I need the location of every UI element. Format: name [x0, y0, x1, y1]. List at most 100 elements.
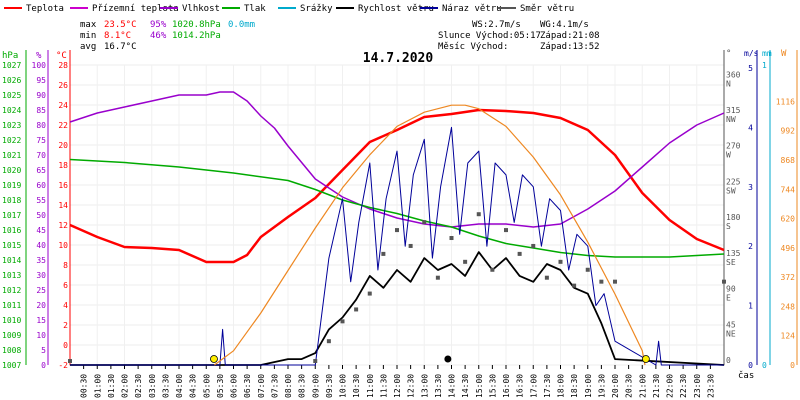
x-tick-label: 21:00: [638, 374, 647, 398]
x-tick-label: 02:00: [121, 374, 130, 398]
wind-direction-point: [544, 275, 549, 280]
tick-label-pct: 35: [36, 256, 46, 265]
x-tick-label: 18:00: [557, 374, 566, 398]
moonset-marker: [444, 355, 452, 363]
x-tick-label: 03:00: [148, 374, 157, 398]
x-tick-label: 13:00: [420, 374, 429, 398]
wind-direction-point: [490, 267, 495, 272]
wind-direction-point: [435, 275, 440, 280]
series-rychlost-vetru: [70, 251, 725, 366]
tick-label-ms: 0: [748, 361, 753, 370]
stat-moon-set: Západ:13:52: [540, 42, 600, 52]
wind-direction-point: [395, 228, 399, 233]
wind-direction-point: [572, 283, 577, 288]
tick-label-dir-deg: 90: [726, 285, 736, 294]
tick-label-temp: 24: [58, 101, 68, 110]
tick-label-dir: SE: [726, 258, 736, 267]
stat-max-temp: 23.5°C: [104, 20, 137, 30]
tick-label-dir-deg: 0: [726, 356, 731, 365]
wind-direction-point: [449, 236, 454, 241]
tick-label-ms: 4: [748, 123, 753, 132]
tick-label-pct: 20: [36, 301, 46, 310]
x-tick-label: 02:30: [134, 374, 143, 398]
tick-label-pct: 80: [36, 121, 46, 130]
tick-label-temp: 2: [63, 321, 68, 330]
tick-label-hpa: 1014: [2, 256, 21, 265]
tick-label-pct: 90: [36, 91, 46, 100]
chart-title: 14.7.2020: [363, 51, 434, 66]
tick-label-w: 992: [781, 127, 796, 136]
stat-max-press: 1020.8hPa: [172, 20, 221, 30]
x-tick-label: 04:30: [189, 374, 198, 398]
stat-ws: WS:2.7m/s: [472, 20, 521, 30]
tick-label-temp: 16: [58, 181, 68, 190]
legend-label: Tlak: [244, 4, 266, 14]
x-tick-label: 16:00: [502, 374, 511, 398]
axis-unit-hpa: hPa: [2, 51, 18, 61]
wind-direction-point: [313, 359, 318, 364]
tick-label-hpa: 1009: [2, 331, 21, 340]
x-tick-label: 20:30: [625, 374, 634, 398]
tick-label-hpa: 1008: [2, 346, 21, 355]
tick-label-dir: SW: [726, 186, 736, 195]
tick-label-temp: 12: [58, 221, 68, 230]
x-tick-label: 12:30: [407, 374, 416, 398]
x-tick-label: 15:30: [488, 374, 497, 398]
tick-label-dir: E: [726, 294, 731, 303]
tick-label-temp: 6: [63, 281, 68, 290]
tick-label-hpa: 1021: [2, 151, 21, 160]
tick-label-temp: 8: [63, 261, 68, 270]
wind-direction-point: [354, 307, 359, 312]
legend-label: Vlhkost: [182, 4, 220, 14]
tick-label-hpa: 1012: [2, 286, 21, 295]
legend-label: Náraz větru: [442, 4, 502, 14]
x-tick-label: 05:00: [202, 374, 211, 398]
tick-label-w: 372: [781, 273, 796, 282]
tick-label-pct: 10: [36, 331, 46, 340]
tick-label-pct: 65: [36, 166, 46, 175]
tick-label-ms: 1: [748, 302, 753, 311]
series-naraz-vetru: [70, 126, 724, 366]
series-slunecni-zareni: [214, 104, 646, 366]
tick-label-w: 1116: [776, 97, 795, 106]
tick-label-hpa: 1013: [2, 271, 21, 280]
axes: hPa% °C1007100810091010101110121013101410…: [2, 49, 798, 398]
tick-label-dir: S: [726, 222, 731, 231]
tick-label-dir-deg: 45: [726, 320, 736, 329]
x-axis-label: čas: [738, 370, 754, 381]
wind-direction-point: [613, 279, 617, 284]
wind-direction-point: [558, 259, 563, 264]
tick-label-temp: 10: [58, 241, 68, 250]
series-tlak: [69, 158, 725, 258]
x-tick-label: 22:00: [666, 374, 675, 398]
axis-unit-mm: mm: [762, 49, 772, 58]
tick-label-ms: 5: [748, 64, 753, 73]
sunset-marker: [641, 355, 650, 363]
tick-label-hpa: 1024: [2, 106, 21, 115]
tick-label-hpa: 1022: [2, 136, 21, 145]
tick-label-pct: 60: [36, 181, 46, 190]
x-tick-label: 12:00: [393, 374, 402, 398]
tick-label-ms: 2: [748, 242, 753, 251]
wind-direction-point: [367, 291, 372, 296]
tick-label-hpa: 1026: [2, 76, 21, 85]
tick-label-pct: 30: [36, 271, 46, 280]
wind-direction-point: [326, 339, 331, 344]
legend-label: Směr větru: [520, 4, 574, 14]
x-tick-label: 03:30: [161, 374, 170, 398]
stat-max-hum: 95%: [150, 20, 167, 30]
tick-label-w: 248: [781, 302, 796, 311]
tick-label-hpa: 1018: [2, 196, 21, 205]
legend-label: Teplota: [26, 4, 64, 14]
wind-direction-point: [381, 251, 386, 256]
x-tick-label: 17:30: [543, 374, 552, 398]
tick-label-dir: NE: [726, 329, 736, 338]
x-tick-label: 05:30: [216, 374, 225, 398]
tick-label-temp: 26: [58, 81, 68, 90]
x-tick-label: 04:00: [175, 374, 184, 398]
x-tick-label: 06:30: [243, 374, 252, 398]
wind-direction-point: [476, 212, 481, 217]
x-tick-label: 11:30: [379, 374, 388, 398]
axis-unit-pct: %: [36, 51, 42, 61]
tick-label-dir: NW: [726, 115, 736, 124]
